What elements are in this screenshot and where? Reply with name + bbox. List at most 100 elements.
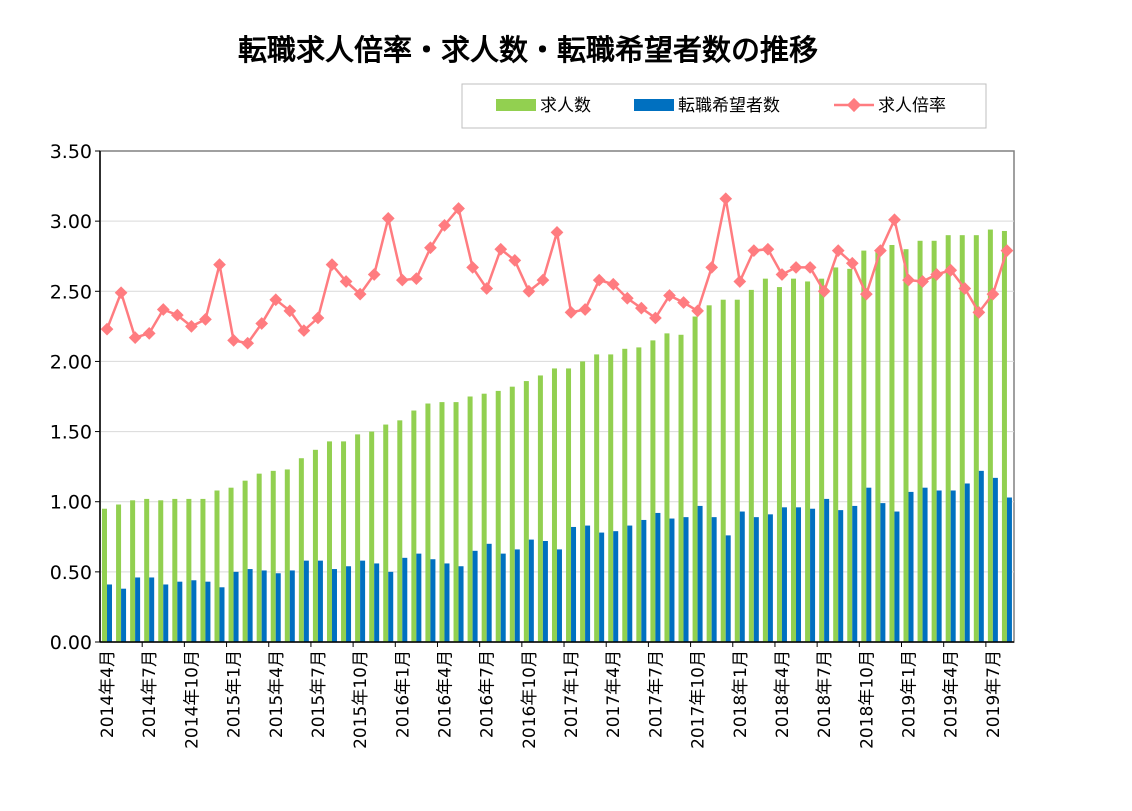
ratio-marker xyxy=(761,242,775,256)
x-tick-label: 2018年1月 xyxy=(731,650,751,738)
ratio-marker xyxy=(381,211,395,225)
bar-jobs xyxy=(678,334,684,642)
bar-seekers xyxy=(135,577,141,642)
bar-jobs xyxy=(102,508,107,642)
bar-jobs xyxy=(467,396,473,642)
bar-jobs xyxy=(692,316,698,642)
ratio-marker xyxy=(494,242,508,256)
bar-seekers xyxy=(388,571,394,642)
y-tick-label: 3.00 xyxy=(50,211,92,233)
bar-seekers xyxy=(346,566,352,642)
bar-seekers xyxy=(1006,497,1012,642)
bar-jobs xyxy=(439,402,445,642)
bar-jobs xyxy=(158,500,164,642)
bar-jobs xyxy=(214,490,220,642)
bar-seekers xyxy=(613,531,619,642)
x-tick-label: 2018年10月 xyxy=(857,650,877,749)
bar-jobs xyxy=(931,240,937,643)
x-tick-label: 2019年4月 xyxy=(942,650,962,738)
bar-jobs xyxy=(270,470,276,642)
bar-jobs xyxy=(298,458,304,642)
bar-seekers xyxy=(894,511,900,642)
ratio-marker xyxy=(410,272,423,286)
bar-seekers xyxy=(163,584,169,642)
bar-jobs xyxy=(805,281,811,642)
bar-jobs xyxy=(608,354,614,642)
legend-swatch-seekers xyxy=(634,99,674,111)
legend-label-ratio: 求人倍率 xyxy=(878,96,946,116)
bar-jobs xyxy=(875,252,881,642)
x-tick-label: 2014年4月 xyxy=(98,650,118,738)
bar-jobs xyxy=(762,278,768,642)
x-tick-label: 2015年1月 xyxy=(225,650,245,738)
bar-jobs xyxy=(326,441,332,642)
bar-seekers xyxy=(964,483,970,642)
bar-seekers xyxy=(317,560,323,642)
ratio-marker xyxy=(480,282,494,295)
bar-seekers xyxy=(810,508,816,642)
bar-jobs xyxy=(720,299,726,642)
bar-seekers xyxy=(753,517,759,642)
bar-jobs xyxy=(776,287,782,642)
bar-jobs xyxy=(987,229,993,642)
bar-jobs xyxy=(495,390,501,642)
legend-box xyxy=(461,83,987,129)
bar-seekers xyxy=(458,566,464,642)
bar-seekers xyxy=(978,470,984,642)
bar-jobs xyxy=(228,487,234,642)
bar-jobs xyxy=(172,498,178,642)
bar-jobs xyxy=(734,299,740,642)
ratio-marker xyxy=(213,258,226,271)
bar-seekers xyxy=(781,507,787,642)
y-tick-label: 0.00 xyxy=(50,632,92,654)
bar-seekers xyxy=(880,503,886,642)
bar-seekers xyxy=(767,514,773,642)
ratio-marker xyxy=(578,303,592,316)
bar-seekers xyxy=(838,510,844,642)
bar-jobs xyxy=(1001,230,1007,642)
bar-jobs xyxy=(130,500,136,642)
ratio-marker xyxy=(339,275,353,288)
y-tick-label: 2.00 xyxy=(50,351,92,373)
ratio-line xyxy=(105,198,1009,345)
bar-jobs xyxy=(537,375,543,642)
ratio-marker xyxy=(677,296,690,309)
x-tick-label: 2018年4月 xyxy=(773,650,793,738)
bar-seekers xyxy=(683,517,689,642)
bar-seekers xyxy=(908,491,914,642)
ratio-marker xyxy=(888,213,901,227)
bar-seekers xyxy=(796,507,802,642)
bar-seekers xyxy=(585,525,591,642)
bar-seekers xyxy=(205,581,211,642)
bar-seekers xyxy=(739,511,745,642)
bar-seekers xyxy=(641,519,647,642)
bar-seekers xyxy=(416,553,422,642)
ratio-marker xyxy=(114,286,128,300)
bar-seekers xyxy=(542,540,548,642)
bar-seekers xyxy=(472,550,478,642)
ratio-marker xyxy=(550,226,564,239)
ratio-marker xyxy=(466,261,479,274)
x-tick-label: 2017年7月 xyxy=(646,650,666,738)
ratio-marker xyxy=(789,261,803,274)
bar-jobs xyxy=(566,368,572,642)
ratio-marker xyxy=(325,258,339,271)
x-tick-label: 2014年7月 xyxy=(140,650,160,738)
chart-title: 転職求人倍率・求人数・転職希望者数の推移 xyxy=(238,33,818,67)
bar-jobs xyxy=(116,504,122,642)
bar-jobs xyxy=(284,469,290,642)
legend: 求人数 転職希望者数 求人倍率 xyxy=(461,83,987,129)
x-tick-label: 2017年1月 xyxy=(562,650,582,738)
bar-seekers xyxy=(261,570,267,642)
bar-seekers xyxy=(852,505,858,642)
bar-seekers xyxy=(402,557,408,642)
bar-jobs xyxy=(636,347,642,642)
legend-swatch-jobs xyxy=(496,99,536,111)
x-tick-label: 2016年4月 xyxy=(436,650,456,738)
ratio-marker xyxy=(367,268,381,281)
bar-seekers xyxy=(528,539,534,642)
bar-seekers xyxy=(219,587,225,642)
x-tick-label: 2017年4月 xyxy=(604,650,624,738)
legend-swatch-ratio-marker xyxy=(846,97,862,113)
bar-jobs xyxy=(917,240,923,643)
